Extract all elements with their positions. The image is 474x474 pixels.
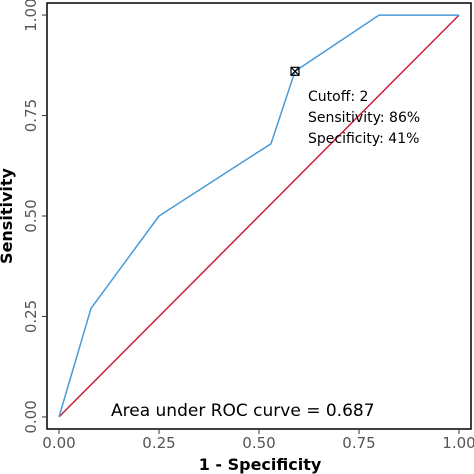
y-tick-label: 0.50: [22, 199, 40, 232]
x-tick-label: 0.50: [242, 434, 275, 452]
y-axis-title: Sensitivity: [0, 167, 16, 263]
x-tick-label: 1.00: [442, 434, 474, 452]
annotation-specificity: Specificity: 41%: [308, 131, 419, 147]
y-tick-label: 0.00: [22, 400, 40, 433]
y-tick-label: 0.75: [22, 99, 40, 132]
roc-curve-line: [58, 14, 459, 418]
annotation-cutoff: Cutoff: 2: [308, 89, 368, 105]
reference-diagonal-line: [58, 14, 460, 418]
y-tick-label: 0.25: [22, 300, 40, 333]
x-tick-label: 0.25: [142, 434, 175, 452]
x-tick-label: 0.00: [42, 434, 75, 452]
annotation-sensitivity: Sensitivity: 86%: [308, 110, 420, 126]
cutoff-marker: [290, 66, 300, 76]
x-tick-label: 0.75: [342, 434, 375, 452]
annotation-auc: Area under ROC curve = 0.687: [111, 401, 375, 421]
cutoff-marker-cross: [290, 66, 300, 76]
x-axis-title: 1 - Specificity: [199, 455, 322, 474]
cutoff-marker-box: [290, 66, 300, 76]
y-tick-label: 1.00: [22, 0, 40, 32]
